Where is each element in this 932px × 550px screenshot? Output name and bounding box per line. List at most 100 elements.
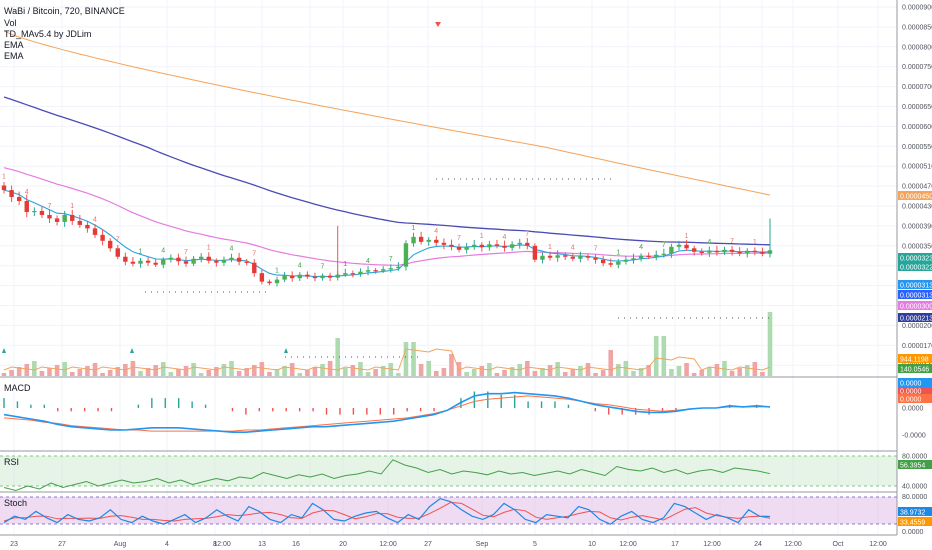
candle-body[interactable] xyxy=(418,236,424,242)
candle-body[interactable] xyxy=(85,224,90,229)
candle-body[interactable] xyxy=(593,257,598,260)
candle-body[interactable] xyxy=(563,255,568,257)
macd-pane[interactable]: MACD xyxy=(3,383,771,433)
candle-body[interactable] xyxy=(229,257,234,260)
candle-body[interactable] xyxy=(661,253,667,255)
candle-body[interactable] xyxy=(737,251,742,254)
candle-body[interactable] xyxy=(388,268,393,270)
rsi-pane[interactable]: RSI xyxy=(0,455,897,492)
indicator-ema-1[interactable]: EMA xyxy=(4,40,24,50)
candle-body[interactable] xyxy=(327,275,333,278)
candle-body[interactable] xyxy=(70,214,75,221)
candle-body[interactable] xyxy=(343,273,348,275)
candle-body[interactable] xyxy=(381,269,386,271)
candle-body[interactable] xyxy=(145,260,151,263)
candle-body[interactable] xyxy=(616,261,621,265)
candle-body[interactable] xyxy=(115,248,120,257)
candle-body[interactable] xyxy=(107,240,113,249)
candle-body[interactable] xyxy=(236,257,242,262)
candle-body[interactable] xyxy=(729,249,735,252)
candle-body[interactable] xyxy=(335,274,340,278)
candle-body[interactable] xyxy=(123,256,128,262)
candle-body[interactable] xyxy=(373,270,378,272)
candle-body[interactable] xyxy=(684,244,689,249)
candle-body[interactable] xyxy=(62,214,67,222)
candle-body[interactable] xyxy=(47,214,52,219)
candle-body[interactable] xyxy=(403,243,409,267)
candle-body[interactable] xyxy=(479,244,485,248)
candle-body[interactable] xyxy=(600,259,606,264)
candle-body[interactable] xyxy=(77,220,83,225)
candle-body[interactable] xyxy=(176,257,181,262)
candle-body[interactable] xyxy=(39,210,45,215)
candle-body[interactable] xyxy=(472,244,477,247)
candle-body[interactable] xyxy=(623,259,629,262)
candle-body[interactable] xyxy=(130,261,136,264)
candle-body[interactable] xyxy=(502,245,507,248)
stoch-pane[interactable]: Stoch xyxy=(0,496,897,525)
candle-body[interactable] xyxy=(608,263,613,265)
candle-body[interactable] xyxy=(92,228,98,235)
time-axis-ticks[interactable]: 23 27 Aug 4 812:00 13 16 20 12:00 27 Sep 5 10 12:00 17… xyxy=(10,541,887,548)
candle-body[interactable] xyxy=(396,266,401,269)
candle-body[interactable] xyxy=(426,239,431,242)
candle-body[interactable] xyxy=(464,246,469,250)
candle-body[interactable] xyxy=(434,239,439,243)
candle-body[interactable] xyxy=(191,258,196,264)
candle-body[interactable] xyxy=(100,234,105,241)
candle-body[interactable] xyxy=(161,259,166,265)
candle-body[interactable] xyxy=(525,242,530,246)
candle-body[interactable] xyxy=(578,256,583,259)
candle-body[interactable] xyxy=(570,256,576,259)
candle-body[interactable] xyxy=(699,251,704,253)
candle-body[interactable] xyxy=(153,262,158,265)
candle-body[interactable] xyxy=(456,246,462,250)
candle-body[interactable] xyxy=(585,256,591,258)
candle-body[interactable] xyxy=(259,273,265,282)
candle-body[interactable] xyxy=(752,250,758,252)
candle-body[interactable] xyxy=(707,250,712,253)
candle-body[interactable] xyxy=(289,275,295,279)
candle-body[interactable] xyxy=(676,244,682,247)
candle-body[interactable] xyxy=(214,260,219,263)
candle-body[interactable] xyxy=(540,255,545,260)
candle-body[interactable] xyxy=(32,210,37,213)
candle-body[interactable] xyxy=(305,274,310,277)
candle-body[interactable] xyxy=(1,185,7,191)
candle-body[interactable] xyxy=(722,249,727,253)
candle-body[interactable] xyxy=(365,270,371,272)
candle-body[interactable] xyxy=(206,256,211,261)
candle-body[interactable] xyxy=(198,256,204,259)
candle-body[interactable] xyxy=(487,244,492,248)
candle-body[interactable] xyxy=(509,244,515,248)
candle-body[interactable] xyxy=(555,255,560,258)
candle-body[interactable] xyxy=(54,218,60,222)
candle-body[interactable] xyxy=(654,254,659,257)
candle-body[interactable] xyxy=(638,255,644,259)
candle-body[interactable] xyxy=(267,281,272,284)
candle-body[interactable] xyxy=(646,255,651,257)
candle-body[interactable] xyxy=(441,242,447,245)
candle-body[interactable] xyxy=(714,250,720,253)
candle-body[interactable] xyxy=(138,260,143,264)
candle-body[interactable] xyxy=(631,258,636,260)
candle-body[interactable] xyxy=(252,262,257,274)
candle-body[interactable] xyxy=(547,255,553,258)
candle-body[interactable] xyxy=(24,201,29,212)
candle-body[interactable] xyxy=(494,244,500,246)
candle-body[interactable] xyxy=(274,279,280,284)
candle-body[interactable] xyxy=(320,275,325,279)
candle-body[interactable] xyxy=(350,273,356,275)
candle-body[interactable] xyxy=(760,251,765,254)
candle-body[interactable] xyxy=(745,250,750,254)
candle-body[interactable] xyxy=(221,259,227,263)
candle-body[interactable] xyxy=(691,248,697,252)
candle-body[interactable] xyxy=(517,242,522,245)
candle-body[interactable] xyxy=(16,197,22,202)
candle-body[interactable] xyxy=(244,261,249,263)
candle-body[interactable] xyxy=(669,246,674,254)
candle-body[interactable] xyxy=(411,236,416,244)
candle-body[interactable] xyxy=(449,244,454,247)
candlesticks[interactable] xyxy=(1,181,773,287)
